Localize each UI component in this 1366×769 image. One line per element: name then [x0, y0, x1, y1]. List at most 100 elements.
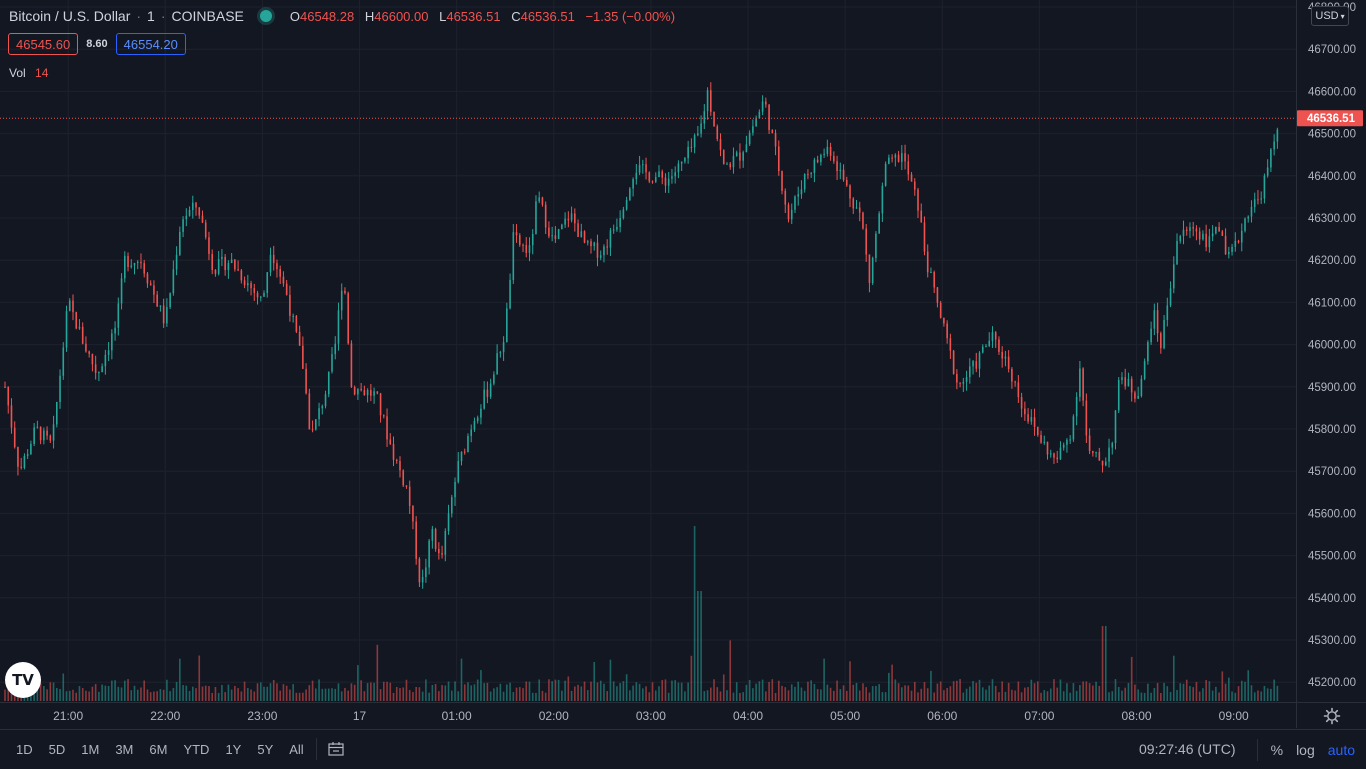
time-axis[interactable]: 21:00 22:00 23:00 17 01:00 02:00 03:00 04:00 05:… [0, 702, 1296, 728]
volume-bar [943, 690, 945, 701]
volume-bar [357, 665, 359, 701]
timeframe-5y[interactable]: 5Y [257, 741, 274, 757]
volume-bar [117, 686, 120, 701]
ask-button[interactable]: 46554.20 [115, 33, 186, 55]
volume-bar [10, 691, 13, 701]
candle-body [285, 283, 288, 295]
tradingview-logo[interactable]: TV [5, 662, 41, 698]
candle-body [1001, 351, 1003, 359]
timeframe-1d[interactable]: 1D [16, 741, 33, 757]
auto-scale-button[interactable]: auto [1327, 741, 1355, 758]
volume-bar [493, 688, 495, 701]
candle-body [884, 163, 887, 186]
candle-body [1198, 231, 1201, 240]
candle-body [758, 111, 761, 119]
candle-body [75, 312, 78, 329]
candle-body [1014, 381, 1016, 383]
candle-body [1134, 392, 1136, 399]
price-axis[interactable]: 46800.0046700.0046600.0046500.0046400.00… [1296, 0, 1366, 702]
log-scale-button[interactable]: log [1296, 741, 1315, 758]
volume-bar [457, 691, 460, 701]
candle-body [739, 152, 741, 161]
timeframe-3m[interactable]: 3M [115, 741, 134, 757]
volume-bar [904, 685, 906, 701]
candle-body [816, 159, 819, 163]
timeframe-6m[interactable]: 6M [149, 741, 168, 757]
time-tick-label: 09:00 [1219, 709, 1249, 723]
timeframe-5d[interactable]: 5D [48, 741, 66, 757]
volume-bar [68, 690, 71, 701]
volume-bar [334, 688, 337, 701]
candle-body [198, 207, 201, 216]
candle-body [230, 259, 233, 264]
volume-bar [1215, 686, 1217, 701]
volume-bar [651, 682, 654, 701]
volume-bar [680, 682, 683, 701]
candle-body [289, 294, 291, 316]
candle-body [985, 346, 987, 348]
candle-body [470, 429, 473, 436]
candle-body [1205, 233, 1207, 248]
volume-bar [729, 640, 732, 701]
volume-bar [344, 687, 346, 701]
volume-bar [408, 689, 411, 701]
timeframe-ytd[interactable]: YTD [183, 741, 210, 757]
currency-button[interactable]: USD ▾ [1311, 6, 1349, 26]
volume-bar [1156, 682, 1159, 701]
candle-body [771, 130, 774, 134]
low-label: L [439, 8, 447, 24]
volume-bar [946, 687, 948, 701]
clock-timezone[interactable]: 09:27:46 (UTC) [1139, 741, 1236, 757]
candle-body [39, 426, 42, 441]
legend-separator: · [136, 8, 142, 24]
candle-body [334, 343, 337, 355]
candle-body [755, 118, 757, 127]
volume-bar [609, 659, 612, 701]
volume-bar [1172, 655, 1175, 701]
candlestick-series [4, 82, 1279, 589]
candle-body [506, 308, 508, 343]
volume-bar [1104, 626, 1107, 701]
candle-body [1124, 377, 1127, 387]
bid-button[interactable]: 46545.60 [8, 33, 79, 55]
volume-bar [353, 684, 356, 701]
timeframe-1m[interactable]: 1M [81, 741, 100, 757]
volume-bar [962, 692, 965, 701]
volume-bar [1101, 626, 1104, 701]
timeframe-all[interactable]: All [289, 741, 304, 757]
date-range-icon[interactable] [327, 741, 345, 757]
volume-bar [1127, 682, 1130, 701]
volume-bar [1147, 683, 1149, 701]
percent-scale-button[interactable]: % [1270, 741, 1284, 758]
volume-bar [1176, 689, 1178, 701]
volume-bar [667, 692, 670, 701]
volume-bar [632, 685, 634, 701]
candle-body [1224, 235, 1227, 255]
volume-bar [978, 679, 981, 701]
volume-bar [1134, 684, 1136, 701]
volume-bar [616, 686, 618, 701]
volume-bar [975, 682, 978, 701]
candle-body [1121, 377, 1123, 381]
candle-body [311, 429, 314, 431]
timeframe-1y[interactable]: 1Y [225, 741, 242, 757]
legend-separator: · [160, 8, 166, 24]
volume-bar [713, 679, 715, 701]
candle-body [1185, 229, 1188, 231]
market-status-icon[interactable] [259, 10, 272, 22]
candle-body [664, 177, 667, 186]
volume-label[interactable]: Vol [9, 66, 26, 80]
candle-body [625, 199, 628, 210]
volume-bar [839, 689, 842, 701]
candle-body [1036, 426, 1039, 436]
chart-settings-button[interactable] [1296, 702, 1366, 728]
chart-canvas[interactable] [0, 0, 1296, 702]
volume-bar [175, 681, 178, 701]
candle-body [227, 263, 230, 271]
symbol-title[interactable]: Bitcoin / U.S. Dollar [9, 8, 131, 24]
candle-body [321, 406, 324, 409]
candle-body [926, 251, 929, 273]
candle-body [849, 185, 851, 199]
volume-bar [136, 689, 139, 701]
volume-bar [1001, 681, 1003, 701]
